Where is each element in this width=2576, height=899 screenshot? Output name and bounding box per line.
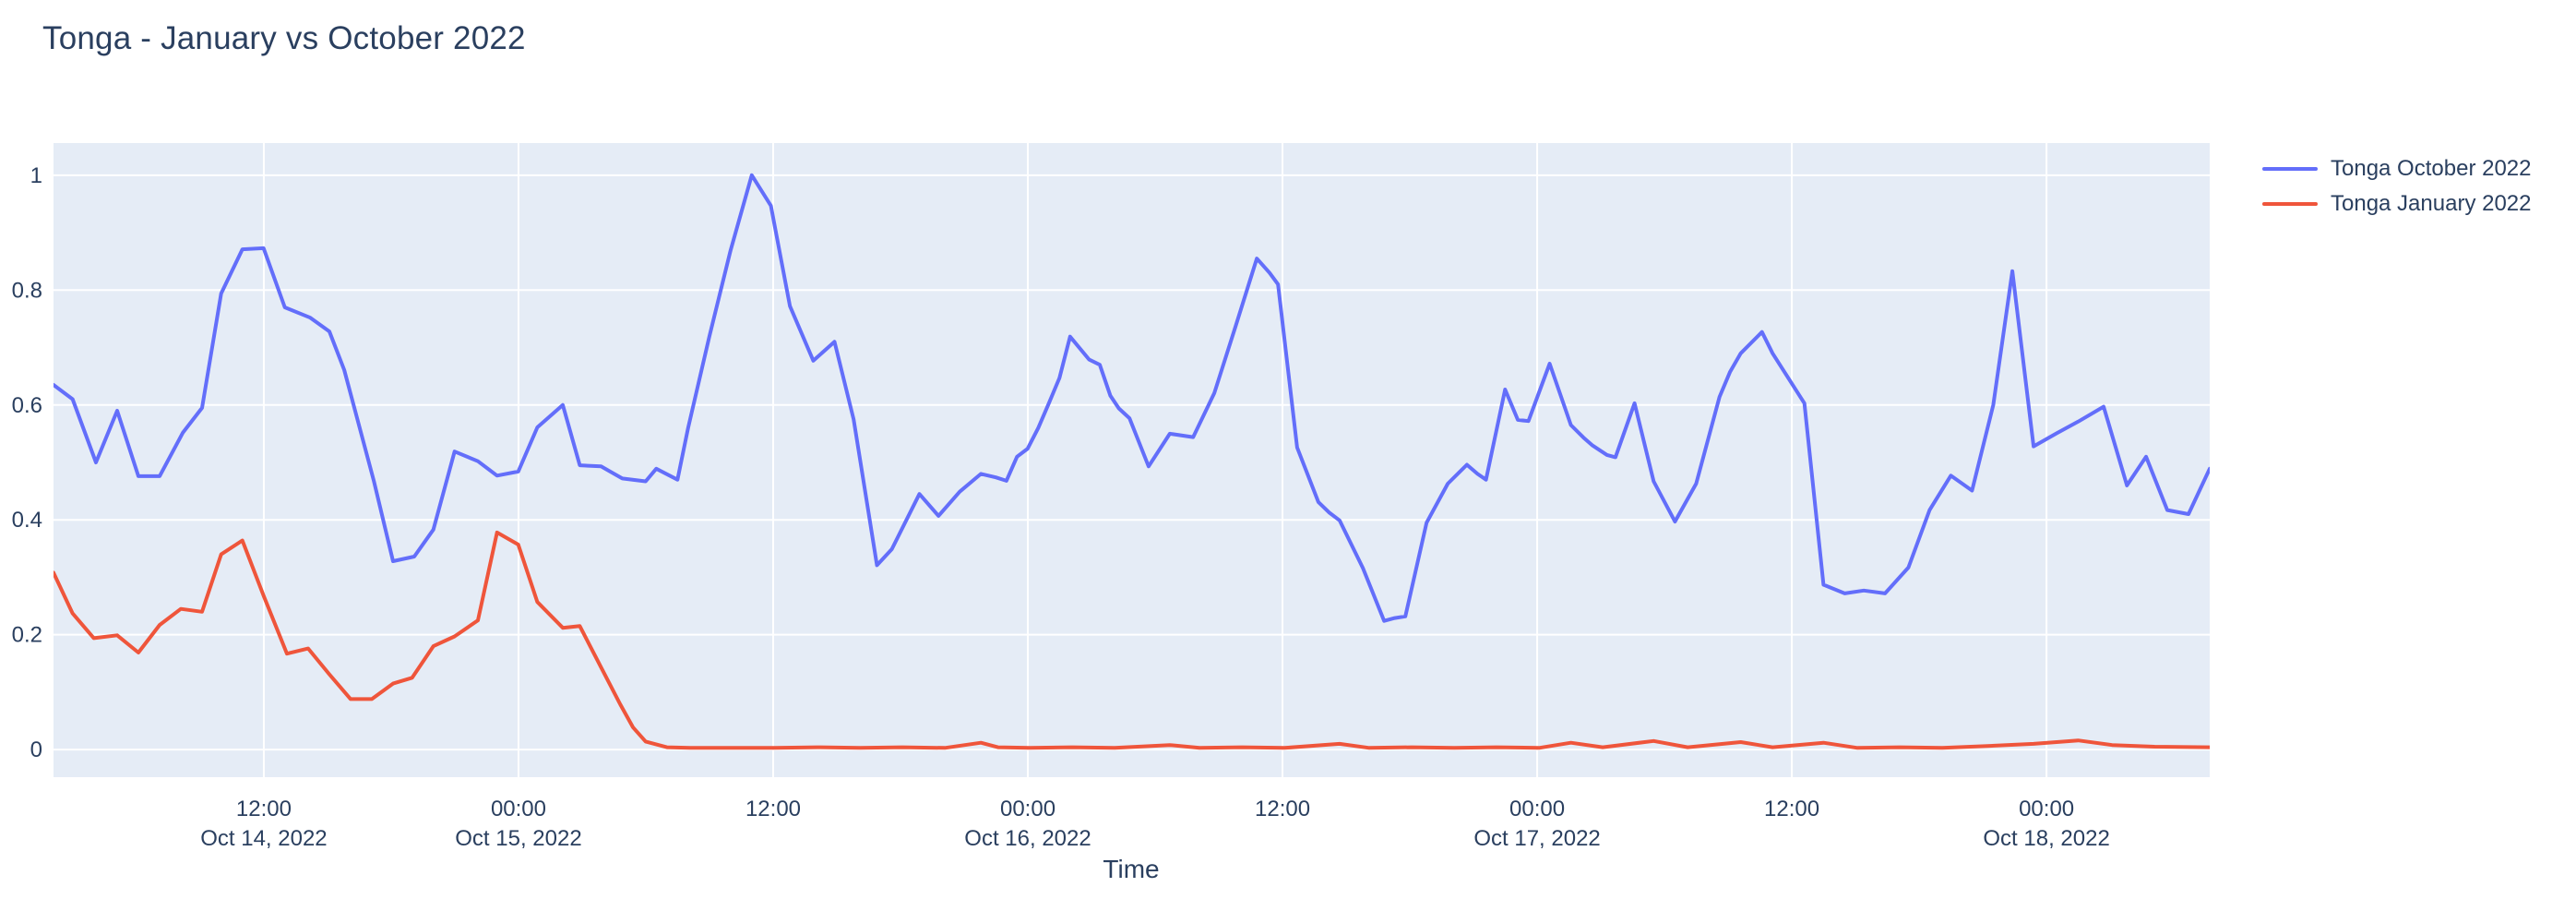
legend-item-tonga-january-2022[interactable]: Tonga January 2022 xyxy=(2262,186,2532,222)
x-axis-title: Time xyxy=(1103,855,1160,883)
chart-title: Tonga - January vs October 2022 xyxy=(42,20,526,56)
y-tick-label: 1 xyxy=(30,163,42,188)
x-tick-time-label: 12:00 xyxy=(1764,797,1819,821)
series-line-tonga-october-2022 xyxy=(54,173,2210,623)
legend-label: Tonga January 2022 xyxy=(2331,191,2532,216)
series-line-tonga-january-2022 xyxy=(54,530,2210,750)
x-tick-date-label: Oct 16, 2022 xyxy=(964,826,1091,851)
x-tick-time-label: 12:00 xyxy=(1255,797,1310,821)
x-tick-time-label: 12:00 xyxy=(236,797,292,821)
x-tick-time-label: 00:00 xyxy=(2019,797,2074,821)
y-tick-label: 0 xyxy=(30,737,42,762)
y-tick-label: 0.4 xyxy=(12,508,42,533)
legend-label: Tonga October 2022 xyxy=(2331,156,2532,181)
y-tick-label: 0.2 xyxy=(12,623,42,648)
legend: Tonga October 2022 Tonga January 2022 xyxy=(2262,151,2532,222)
x-tick-time-label: 12:00 xyxy=(745,797,801,821)
y-tick-label: 0.6 xyxy=(12,393,42,418)
x-tick-time-label: 00:00 xyxy=(1000,797,1055,821)
x-tick-date-label: Oct 14, 2022 xyxy=(200,826,327,851)
x-tick-date-label: Oct 18, 2022 xyxy=(1983,826,2109,851)
x-tick-date-label: Oct 17, 2022 xyxy=(1473,826,1600,851)
legend-line-swatch-icon xyxy=(2262,202,2318,206)
y-tick-label: 0.8 xyxy=(12,278,42,303)
x-tick-date-label: Oct 15, 2022 xyxy=(455,826,581,851)
plot-area[interactable] xyxy=(54,143,2210,777)
x-tick-time-label: 00:00 xyxy=(491,797,546,821)
legend-item-tonga-october-2022[interactable]: Tonga October 2022 xyxy=(2262,151,2532,186)
x-tick-time-label: 00:00 xyxy=(1509,797,1565,821)
legend-line-swatch-icon xyxy=(2262,167,2318,171)
